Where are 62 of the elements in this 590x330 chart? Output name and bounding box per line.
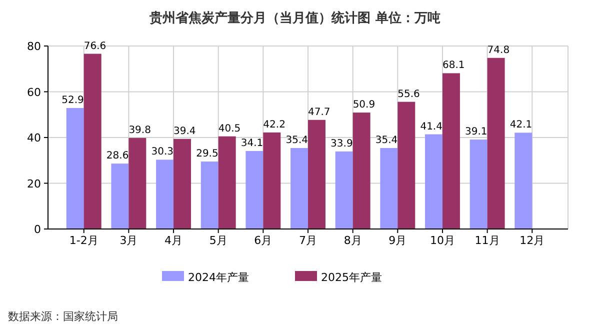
bar [442,73,460,229]
data-label: 30.3 [151,146,174,158]
bar [398,102,416,229]
data-label: 40.5 [218,123,241,134]
x-tick-label: 9月 [388,234,407,247]
bar [335,151,353,229]
x-tick-label: 12月 [520,234,545,247]
bar [487,58,505,229]
x-tick-label: 11月 [474,234,500,247]
data-label: 39.4 [174,126,196,137]
data-label: 39.1 [465,126,488,138]
data-label: 68.1 [442,60,465,72]
data-label: 39.8 [128,124,151,136]
data-label: 76.6 [84,40,106,52]
data-label: 33.9 [330,138,353,150]
x-tick-label: 10月 [430,234,455,247]
bar [128,138,146,229]
data-label: 35.4 [375,135,398,146]
bar [308,120,326,229]
x-tick-label: 4月 [164,234,183,247]
data-label: 50.9 [352,100,376,111]
chart-title: 贵州省焦炭产量分月（当月值）统计图 单位：万吨 [148,10,440,26]
bar [111,164,129,229]
bar [425,134,442,229]
bar [514,132,532,229]
bar [174,138,191,229]
data-label: 47.7 [308,106,330,118]
data-label: 41.4 [420,121,442,132]
x-tick-label: 6月 [254,234,272,247]
bar [246,150,264,229]
y-tick-label: 0 [34,223,41,236]
bar [84,54,102,229]
x-tick-label: 8月 [344,234,362,247]
y-tick-label: 60 [27,86,41,99]
legend-label: 2025年产量 [321,271,382,284]
bar [218,136,236,229]
data-label: 52.9 [62,94,84,106]
bar [470,140,488,229]
x-tick-label: 3月 [120,234,138,247]
legend-label: 2024年产量 [188,271,249,284]
data-label: 34.1 [240,138,264,149]
data-label: 55.6 [398,88,420,100]
bar [263,132,281,229]
x-tick-label: 5月 [209,234,228,247]
data-label: 35.4 [286,135,308,146]
y-tick-label: 80 [27,40,41,53]
x-tick-label: 7月 [299,234,317,247]
data-label: 42.2 [263,119,286,130]
data-label: 74.8 [487,44,510,56]
x-tick-label: 1-2月 [69,234,98,247]
bar [352,112,370,229]
data-label: 29.5 [196,148,218,160]
y-tick-label: 20 [27,177,41,190]
data-label: 42.1 [510,120,532,131]
data-label: 28.6 [106,150,129,162]
bar [290,148,308,229]
bar [66,108,84,229]
bar [156,160,174,229]
bar [380,148,398,229]
source-note: 数据来源：国家统计局 [8,310,118,323]
y-tick-label: 40 [27,132,41,144]
bar [200,162,218,229]
